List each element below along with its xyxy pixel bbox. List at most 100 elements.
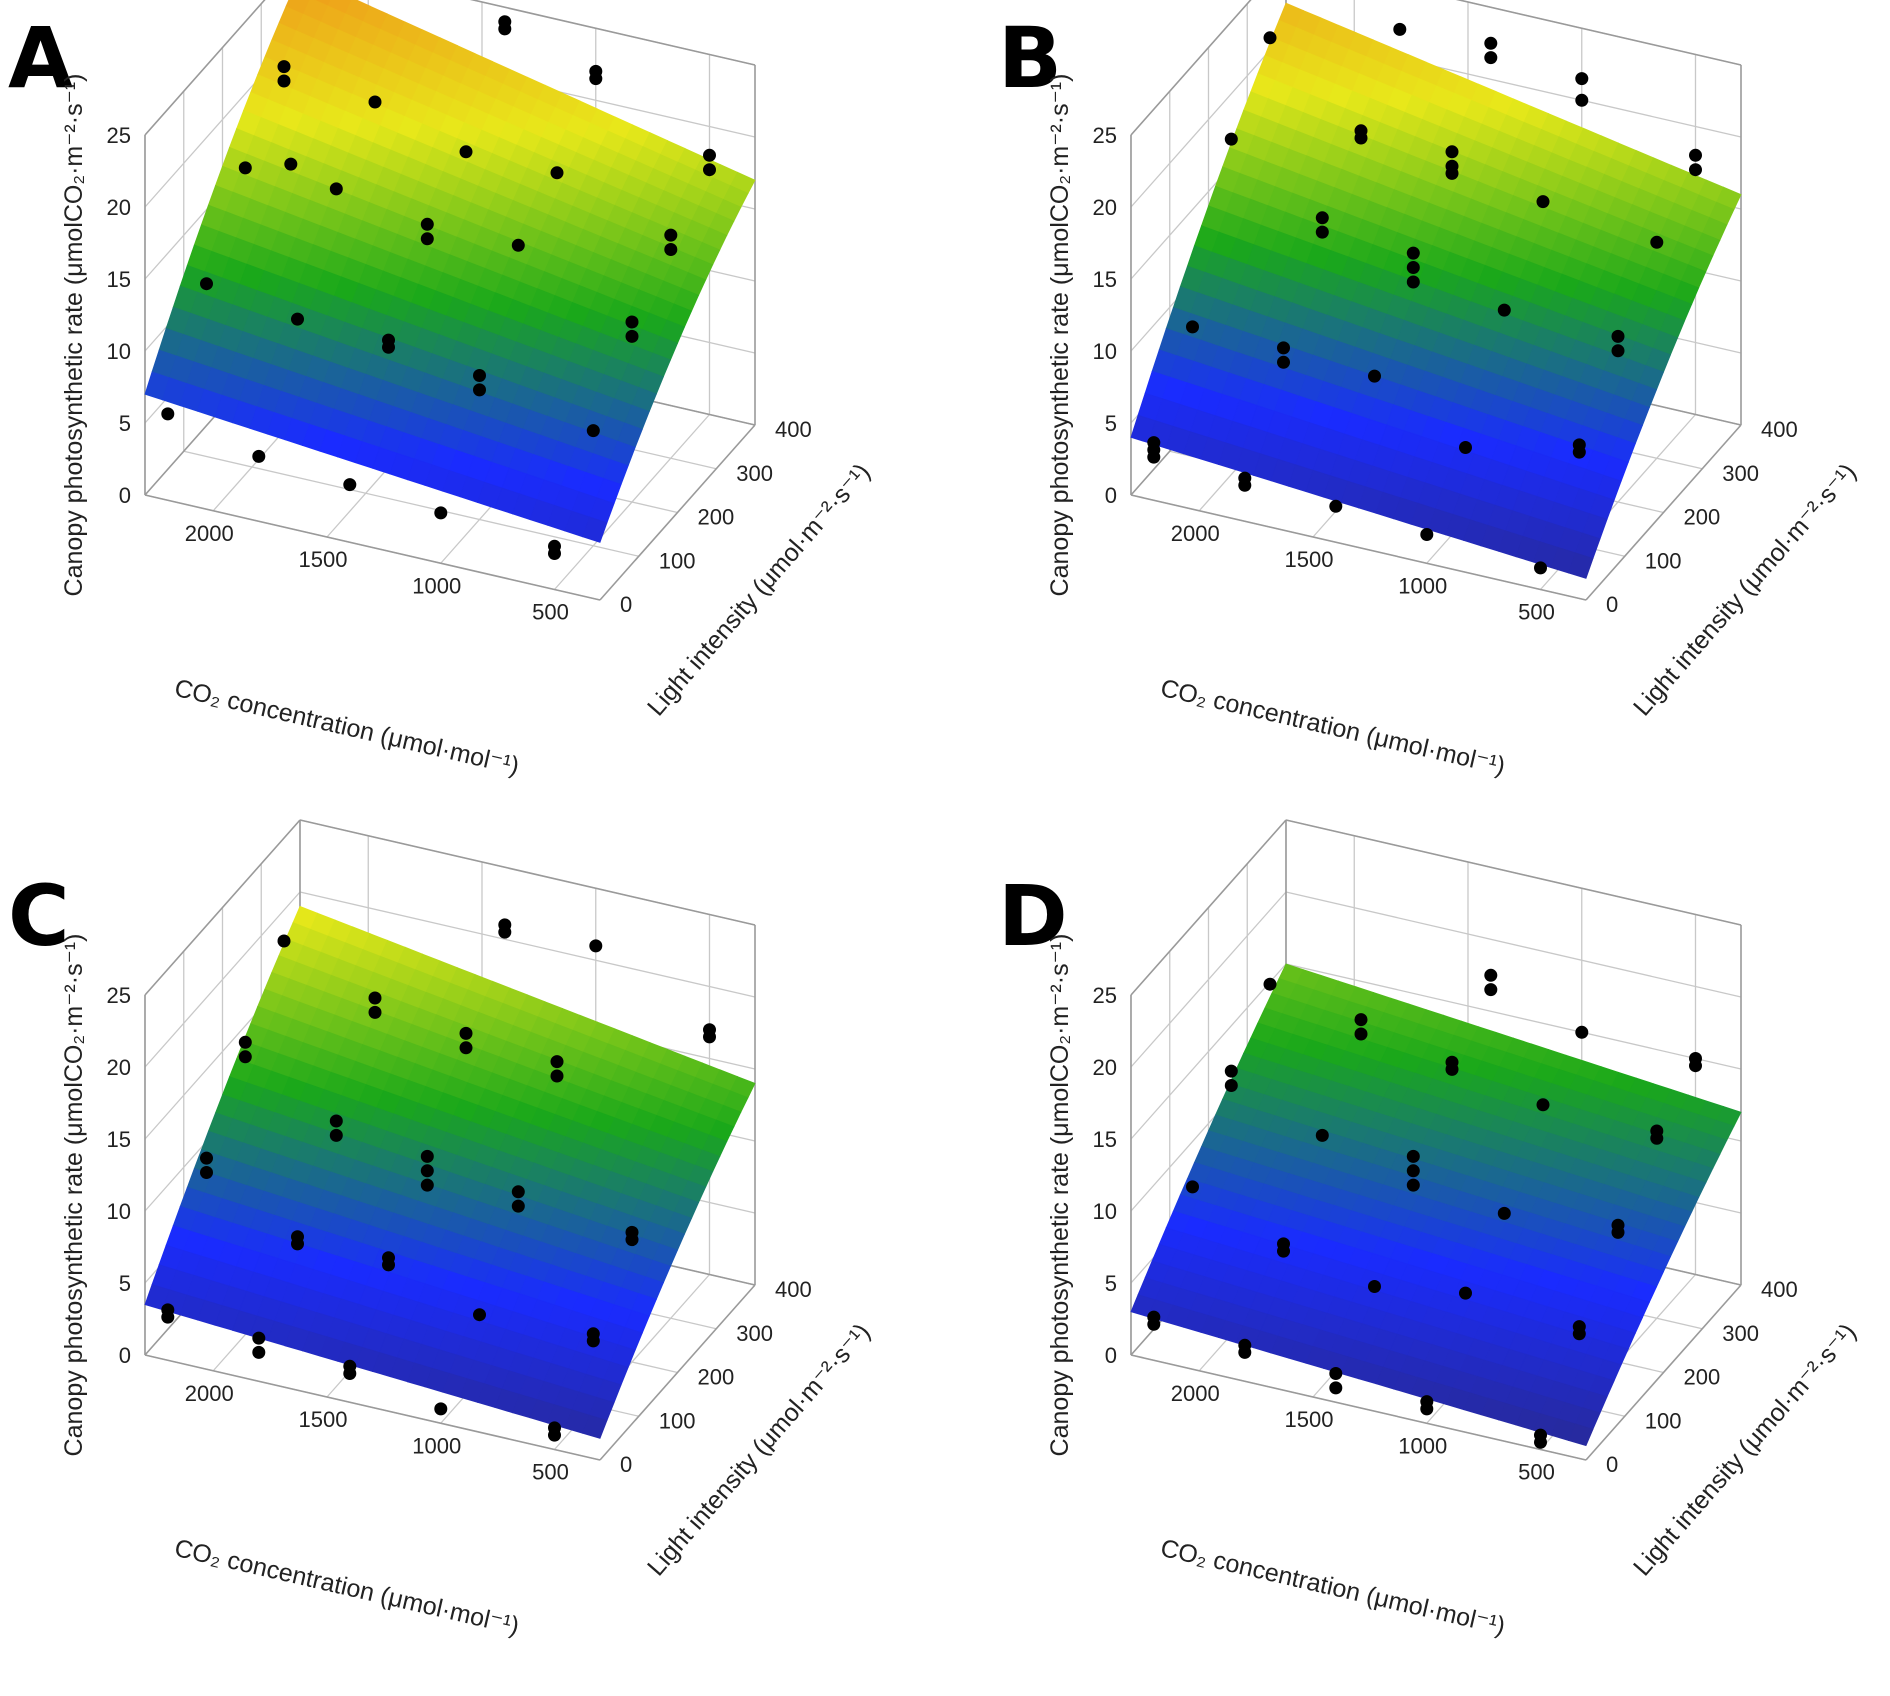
data-point — [548, 539, 561, 553]
data-point — [1224, 1079, 1238, 1092]
x-axis-label: CO₂ concentration (μmol·mol⁻¹) — [172, 1534, 522, 1641]
data-point — [473, 383, 486, 397]
data-points — [161, 15, 716, 560]
data-point — [368, 991, 382, 1005]
data-point — [1650, 1131, 1664, 1145]
data-point — [277, 74, 291, 88]
data-point — [1575, 93, 1589, 107]
data-point — [1484, 36, 1498, 50]
data-point — [1238, 1345, 1252, 1359]
z-tick-label: 25 — [1093, 983, 1117, 1008]
y-tick-label: 0 — [1606, 1452, 1618, 1477]
data-point — [1497, 1206, 1511, 1220]
data-point — [1420, 528, 1434, 541]
data-point — [1572, 1327, 1586, 1341]
data-point — [1536, 1098, 1550, 1112]
data-point — [1536, 195, 1550, 209]
data-point — [1611, 344, 1625, 358]
y-axis-label: Light intensity (μmol·m⁻²·s⁻¹) — [642, 458, 876, 721]
z-tick-label: 10 — [1093, 1199, 1117, 1224]
data-point — [329, 1114, 343, 1128]
x-tick-label: 1000 — [412, 573, 461, 598]
data-point — [1445, 145, 1459, 159]
x-tick-label: 1500 — [299, 1407, 348, 1432]
fitted-surface — [144, 0, 756, 543]
data-point — [498, 22, 512, 36]
y-tick-label: 200 — [698, 1365, 735, 1390]
data-point — [1329, 499, 1343, 513]
y-tick-label: 200 — [1684, 1365, 1721, 1390]
data-point — [1186, 1180, 1199, 1194]
z-tick-label: 20 — [1093, 1055, 1117, 1080]
x-tick-label: 1000 — [1398, 573, 1447, 598]
data-point — [343, 478, 357, 492]
data-point — [420, 232, 434, 246]
data-point — [459, 1041, 473, 1055]
z-tick-label: 20 — [1093, 195, 1117, 220]
y-tick-label: 400 — [1761, 417, 1798, 442]
y-tick-label: 300 — [1722, 1321, 1759, 1346]
data-point — [473, 369, 486, 382]
chart-panel-d: D 0 5 10 15 20 25 2000 1500 1000 500 0 100 200 300 400… — [986, 819, 1890, 1696]
x-tick-label: 500 — [1518, 1460, 1555, 1485]
data-point — [238, 1035, 252, 1049]
data-point — [420, 217, 434, 231]
data-point — [368, 1005, 382, 1019]
data-point — [284, 157, 298, 171]
data-point — [343, 1367, 357, 1380]
data-point — [703, 148, 716, 162]
data-point — [1238, 478, 1252, 492]
data-points — [161, 918, 716, 1442]
x-tick-label: 500 — [532, 1460, 569, 1485]
data-point — [1354, 1013, 1368, 1027]
z-tick-label: 25 — [1093, 123, 1117, 148]
y-axis-label: Light intensity (μmol·m⁻²·s⁻¹) — [1628, 458, 1862, 721]
data-point — [434, 1402, 448, 1416]
data-point — [1277, 355, 1290, 369]
data-point — [589, 72, 603, 86]
y-tick-label: 300 — [1722, 461, 1759, 486]
chart-panel-b: B 0 5 10 15 20 25 2000 1500 1000 500 0 100 200 300 400… — [986, 0, 1890, 836]
x-tick-label: 2000 — [185, 1381, 234, 1406]
data-point — [459, 1026, 473, 1040]
data-points — [1147, 968, 1702, 1449]
data-point — [1497, 303, 1511, 317]
fitted-surface — [144, 905, 756, 1439]
data-point — [1689, 148, 1702, 162]
data-point — [368, 95, 382, 109]
data-point — [277, 934, 291, 948]
x-axis-label: CO₂ concentration (μmol·mol⁻¹) — [1158, 674, 1508, 781]
y-axis-label: Light intensity (μmol·m⁻²·s⁻¹) — [642, 1318, 876, 1581]
data-point — [1534, 561, 1547, 575]
z-tick-label: 15 — [107, 267, 131, 292]
z-tick-label: 25 — [107, 983, 131, 1008]
surface-cell — [1567, 552, 1594, 579]
data-point — [550, 1055, 564, 1069]
data-point — [1315, 225, 1329, 239]
z-tick-label: 0 — [119, 483, 131, 508]
data-point — [1575, 1025, 1589, 1039]
data-point — [550, 1069, 564, 1083]
y-axis-label: Light intensity (μmol·m⁻²·s⁻¹) — [1628, 1318, 1862, 1581]
data-point — [1354, 131, 1368, 145]
data-point — [1224, 1064, 1238, 1078]
data-point — [1393, 22, 1407, 36]
data-point — [1420, 1402, 1434, 1416]
data-point — [511, 1199, 525, 1213]
data-point — [200, 277, 213, 291]
data-point — [586, 424, 600, 438]
data-point — [1368, 369, 1381, 383]
data-point — [664, 243, 678, 256]
z-tick-label: 5 — [119, 411, 131, 436]
data-point — [1406, 275, 1420, 289]
data-point — [703, 1030, 716, 1044]
data-point — [161, 1310, 175, 1324]
data-point — [1147, 450, 1161, 464]
data-point — [1315, 211, 1329, 225]
data-point — [1445, 166, 1459, 180]
z-tick-label: 10 — [1093, 339, 1117, 364]
chart-panel-c: C 0 5 10 15 20 25 2000 1500 1000 500 0 100 200 300 400… — [0, 819, 945, 1696]
x-axis-label: CO₂ concentration (μmol·mol⁻¹) — [1158, 1534, 1508, 1641]
